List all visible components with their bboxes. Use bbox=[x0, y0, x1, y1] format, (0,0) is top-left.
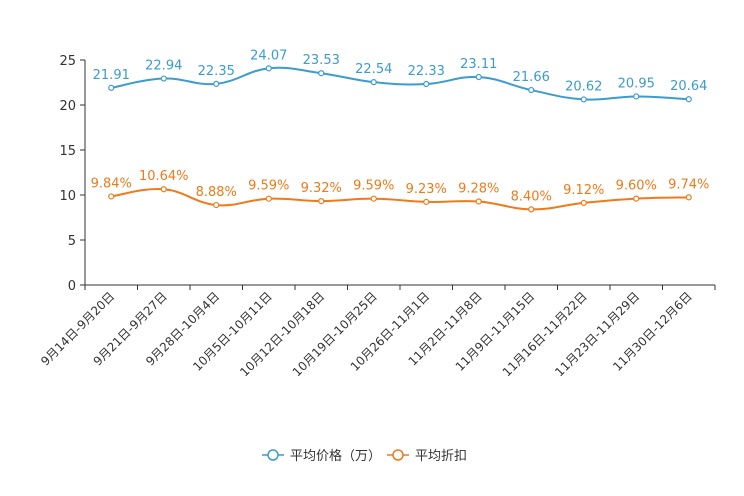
data-point[interactable] bbox=[160, 75, 167, 82]
data-point[interactable] bbox=[528, 206, 535, 213]
data-point[interactable] bbox=[108, 84, 115, 91]
data-point[interactable] bbox=[580, 199, 587, 207]
data-label: 22.94 bbox=[145, 59, 182, 74]
data-point[interactable] bbox=[475, 198, 482, 205]
data-label: 9.12% bbox=[563, 183, 604, 198]
data-label: 9.59% bbox=[353, 179, 394, 194]
data-label: 23.11 bbox=[460, 57, 497, 72]
data-point[interactable] bbox=[423, 80, 430, 88]
y-tick-label: 10 bbox=[59, 189, 76, 204]
data-label: 8.40% bbox=[511, 189, 552, 204]
data-point[interactable] bbox=[685, 96, 692, 103]
data-label: 9.32% bbox=[301, 181, 342, 196]
y-tick-label: 5 bbox=[68, 234, 76, 249]
y-tick-label: 20 bbox=[59, 99, 76, 114]
data-point[interactable] bbox=[213, 80, 220, 87]
y-tick-label: 0 bbox=[68, 279, 76, 294]
data-point[interactable] bbox=[528, 86, 535, 94]
data-point[interactable] bbox=[265, 195, 272, 202]
data-point[interactable] bbox=[318, 70, 325, 77]
data-label: 8.88% bbox=[196, 185, 237, 200]
data-label: 22.54 bbox=[355, 62, 392, 77]
data-point[interactable] bbox=[160, 186, 167, 193]
legend-label: 平均折扣 bbox=[415, 449, 467, 464]
legend[interactable]: 平均价格（万） 平均折扣 bbox=[262, 448, 467, 464]
data-point[interactable] bbox=[423, 198, 430, 206]
legend-item-2[interactable]: 平均折扣 bbox=[387, 449, 467, 464]
data-point[interactable] bbox=[580, 96, 587, 103]
data-label: 20.64 bbox=[670, 79, 707, 94]
legend-marker bbox=[392, 449, 404, 461]
series-line bbox=[111, 187, 689, 211]
y-tick-label: 15 bbox=[59, 144, 76, 159]
y-tick-label: 25 bbox=[59, 54, 76, 69]
series-1: 21.91 22.94 22.35 24.07 23.53 22.54 22.33 23.11… bbox=[93, 48, 707, 103]
data-label: 9.28% bbox=[458, 181, 499, 196]
data-label: 22.35 bbox=[198, 64, 235, 79]
data-label: 10.64% bbox=[139, 169, 189, 184]
data-label: 9.74% bbox=[668, 177, 709, 192]
axes: 05101520259月14日-9月20日9月21日-9月27日9月28日-10… bbox=[38, 54, 716, 379]
data-label: 24.07 bbox=[250, 48, 287, 63]
legend-marker bbox=[267, 449, 279, 461]
data-point[interactable] bbox=[633, 195, 640, 202]
data-point[interactable] bbox=[265, 65, 272, 72]
data-point[interactable] bbox=[685, 194, 692, 201]
data-label: 9.84% bbox=[91, 176, 132, 191]
data-label: 21.66 bbox=[513, 70, 550, 85]
data-label: 20.95 bbox=[618, 76, 655, 91]
data-label: 9.59% bbox=[248, 179, 289, 194]
data-point[interactable] bbox=[318, 198, 325, 205]
data-label: 9.60% bbox=[616, 179, 657, 194]
data-label: 20.62 bbox=[565, 79, 602, 94]
data-label: 9.23% bbox=[406, 182, 447, 197]
data-point[interactable] bbox=[475, 73, 482, 81]
data-point[interactable] bbox=[213, 201, 220, 209]
series-2: 9.84% 10.64% 8.88% 9.59% 9.32% 9.59% 9.23% 9.28… bbox=[91, 169, 709, 213]
series-line bbox=[111, 66, 689, 101]
legend-label: 平均价格（万） bbox=[290, 448, 381, 464]
data-point[interactable] bbox=[633, 93, 640, 100]
series-layer: 21.91 22.94 22.35 24.07 23.53 22.54 22.33 23.11… bbox=[91, 48, 709, 213]
data-point[interactable] bbox=[108, 193, 115, 200]
data-point[interactable] bbox=[370, 79, 377, 86]
data-label: 23.53 bbox=[303, 53, 340, 68]
legend-item-1[interactable]: 平均价格（万） bbox=[262, 448, 381, 464]
data-label: 22.33 bbox=[408, 64, 445, 79]
data-label: 21.91 bbox=[93, 68, 130, 83]
data-point[interactable] bbox=[370, 195, 377, 202]
